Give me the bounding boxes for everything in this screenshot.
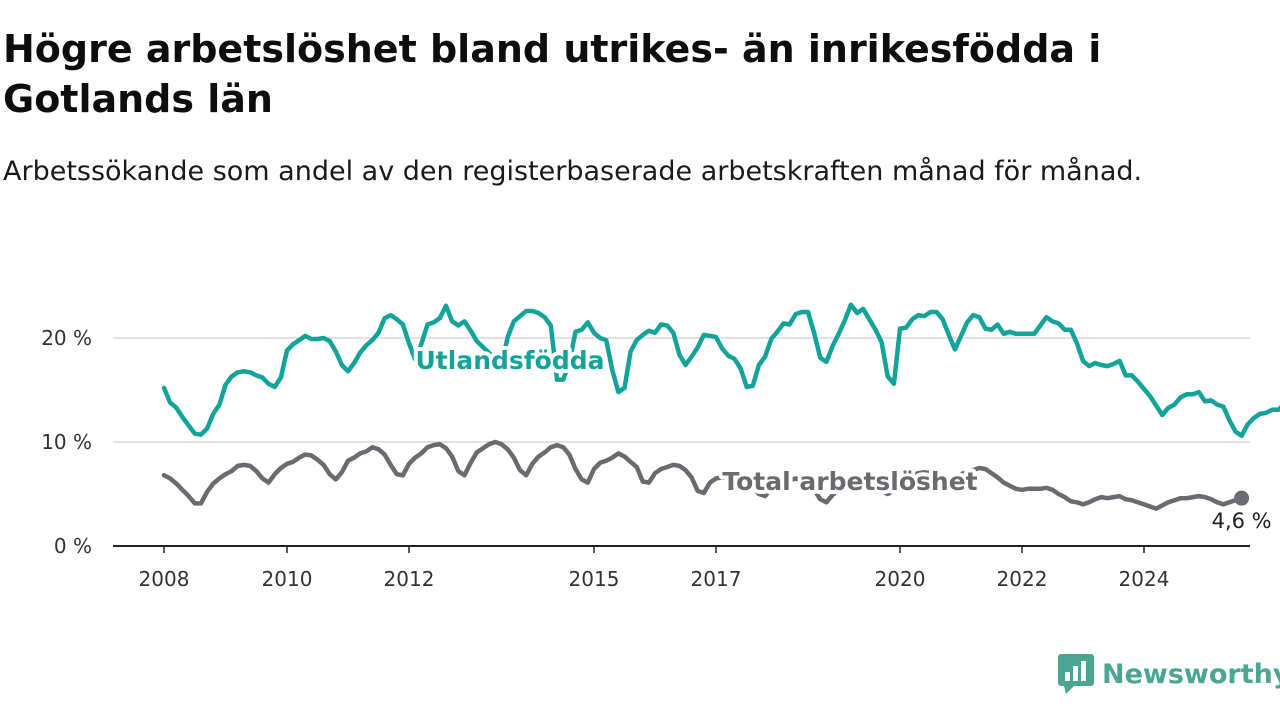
x-tick-label: 2012 bbox=[384, 567, 435, 591]
x-tick-label: 2017 bbox=[691, 567, 742, 591]
brand-name: Newsworthy bbox=[1102, 658, 1280, 690]
y-tick-label: 20 % bbox=[41, 326, 92, 350]
series-lines bbox=[161, 302, 1280, 511]
y-tick-label: 0 % bbox=[54, 534, 92, 558]
x-tick-label: 2008 bbox=[139, 567, 190, 591]
series-line-total bbox=[161, 439, 1244, 511]
x-tick-label: 2015 bbox=[569, 567, 620, 591]
brand-logo[interactable]: Newsworthy bbox=[1058, 654, 1280, 694]
series-end-dot bbox=[1234, 490, 1250, 506]
x-tick-label: 2010 bbox=[262, 567, 313, 591]
x-tick-label: 2022 bbox=[997, 567, 1048, 591]
y-tick-label: 10 % bbox=[41, 430, 92, 454]
x-tick-label: 2024 bbox=[1119, 567, 1170, 591]
newsworthy-logo-icon bbox=[1058, 654, 1094, 694]
series-name-label: Total arbetslöshet bbox=[722, 467, 977, 496]
series-name-label: Utlandsfödda bbox=[416, 346, 605, 375]
x-tick-label: 2020 bbox=[875, 567, 926, 591]
chart-title: Högre arbetslöshet bland utrikes- än inr… bbox=[3, 27, 1102, 121]
series-end-value-label: 4,6 % bbox=[1212, 509, 1272, 533]
chart-subtitle: Arbetssökande som andel av den registerb… bbox=[3, 156, 1143, 187]
series-line-utlandsfodda bbox=[161, 302, 1280, 439]
axes: 0 % 10 % 20 % 2008 2010 2012 2015 2017 2020 2022 2… bbox=[41, 326, 1250, 591]
